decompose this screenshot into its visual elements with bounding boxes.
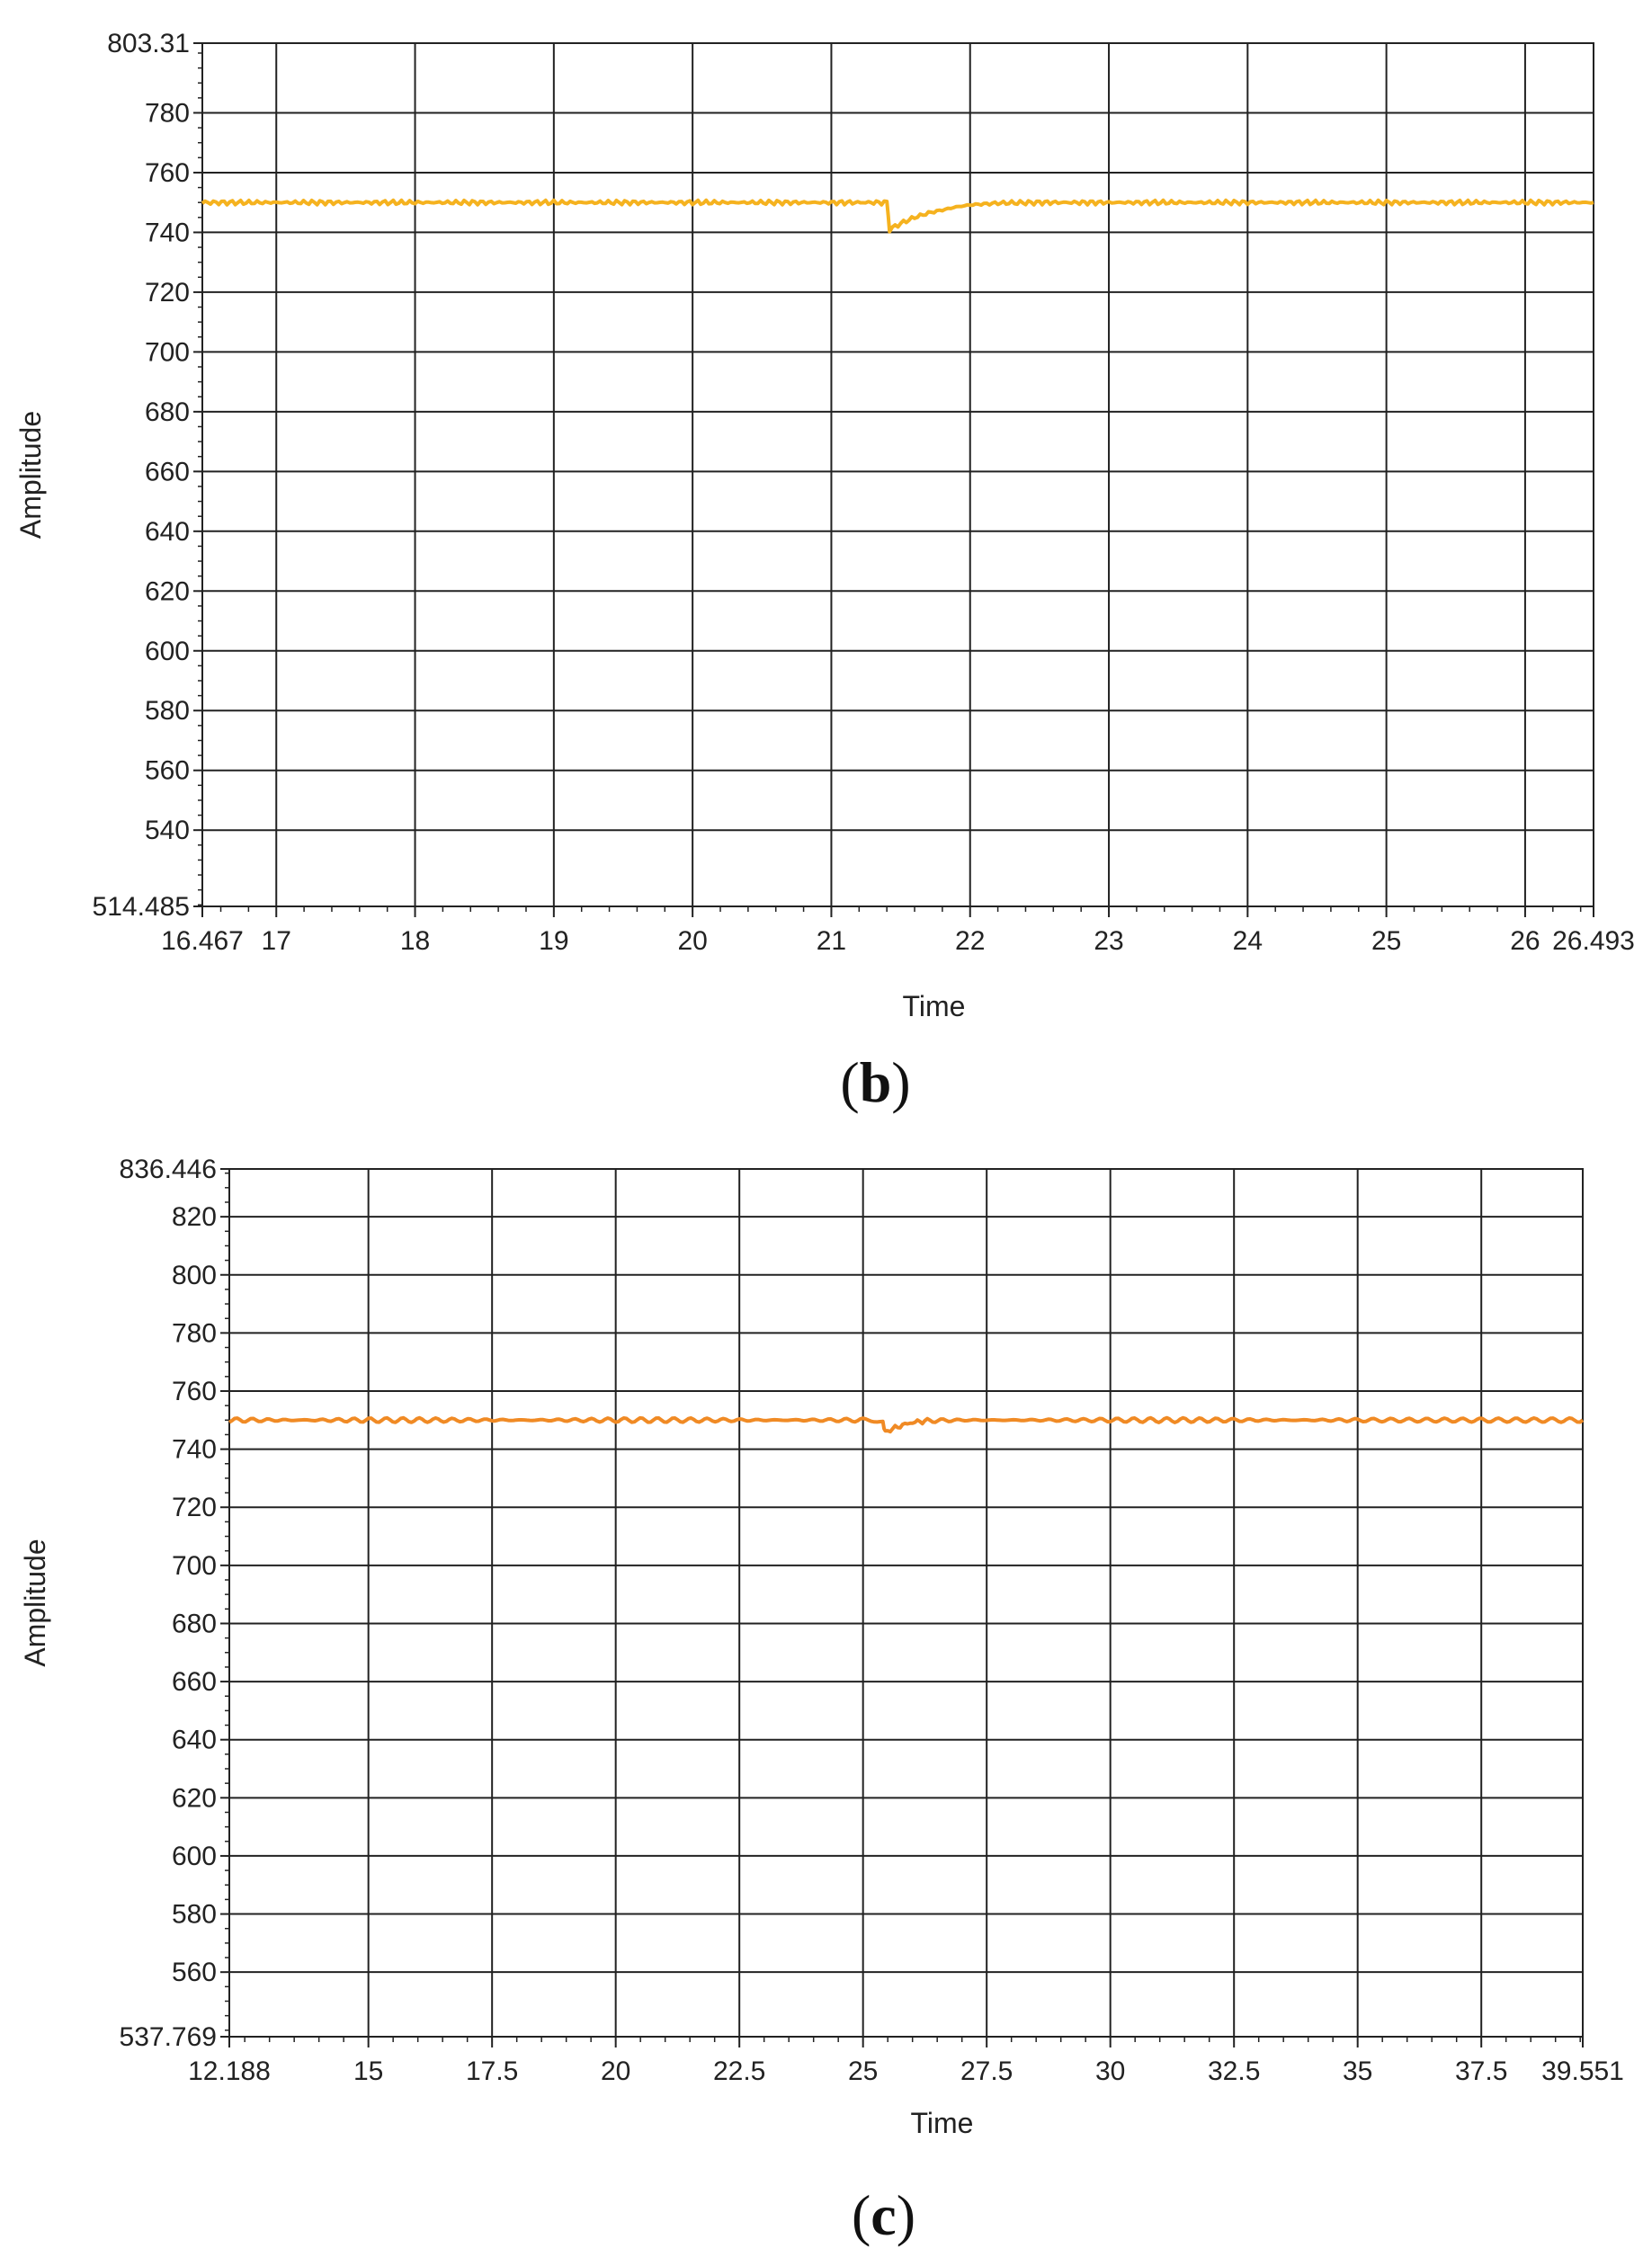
x-tick-label: 15 bbox=[353, 2056, 383, 2086]
y-tick-label: 740 bbox=[145, 218, 190, 247]
x-tick-label: 17 bbox=[262, 926, 291, 956]
x-tick-label: 23 bbox=[1094, 926, 1123, 956]
y-tick-label: 540 bbox=[145, 816, 190, 845]
x-tick-label: 17.5 bbox=[466, 2056, 518, 2086]
y-tick-label: 640 bbox=[172, 1726, 217, 1755]
x-tick-label: 25 bbox=[1371, 926, 1401, 956]
x-tick-label: 26.493 bbox=[1552, 926, 1635, 956]
x-tick-label: 35 bbox=[1343, 2056, 1372, 2086]
x-axis-label: Time bbox=[911, 2107, 974, 2139]
y-tick-label: 640 bbox=[145, 517, 190, 547]
y-tick-label: 537.769 bbox=[120, 2022, 217, 2052]
x-tick-label: 16.467 bbox=[161, 926, 244, 956]
x-tick-label: 37.5 bbox=[1455, 2056, 1507, 2086]
chart-panel-c: 537.769 560 580 600 620 640 660 680 700 720 740 760… bbox=[19, 1155, 1624, 2247]
y-axis-label: Amplitude bbox=[14, 411, 47, 539]
y-tick-label: 740 bbox=[172, 1435, 217, 1465]
y-tick-label: 803.31 bbox=[107, 29, 190, 58]
y-tick-label: 680 bbox=[145, 397, 190, 427]
y-tick-label: 720 bbox=[145, 278, 190, 308]
y-tick-label: 580 bbox=[172, 1900, 217, 1930]
y-tick-label: 720 bbox=[172, 1493, 217, 1522]
plot-area bbox=[201, 42, 1594, 907]
y-tick-label: 800 bbox=[172, 1261, 217, 1290]
panel-label: (c) bbox=[852, 2183, 915, 2247]
x-tick-label: 25 bbox=[848, 2056, 878, 2086]
x-tick-label: 20 bbox=[677, 926, 707, 956]
y-tick-label: 620 bbox=[145, 576, 190, 606]
x-tick-label: 27.5 bbox=[960, 2056, 1013, 2086]
x-tick-label: 39.551 bbox=[1541, 2056, 1624, 2086]
x-tick-label: 32.5 bbox=[1208, 2056, 1260, 2086]
y-tick-label: 700 bbox=[145, 337, 190, 367]
y-tick-label: 600 bbox=[145, 637, 190, 666]
y-tick-label: 680 bbox=[172, 1609, 217, 1638]
x-tick-label: 18 bbox=[400, 926, 430, 956]
y-tick-label: 836.446 bbox=[120, 1155, 217, 1184]
y-tick-label: 560 bbox=[145, 756, 190, 786]
x-tick-label: 22.5 bbox=[713, 2056, 765, 2086]
y-tick-label: 760 bbox=[145, 158, 190, 188]
panel-label: (b) bbox=[840, 1050, 910, 1114]
y-tick-label: 760 bbox=[172, 1377, 217, 1406]
y-tick-label: 700 bbox=[172, 1551, 217, 1581]
x-tick-label: 26 bbox=[1510, 926, 1540, 956]
x-tick-label: 21 bbox=[817, 926, 846, 956]
y-tick-label: 660 bbox=[145, 457, 190, 486]
x-tick-label: 20 bbox=[601, 2056, 630, 2086]
y-tick-label: 820 bbox=[172, 1202, 217, 1232]
series-line bbox=[228, 1415, 1585, 1434]
y-tick-label: 780 bbox=[172, 1318, 217, 1348]
y-tick-label: 580 bbox=[145, 696, 190, 726]
y-tick-label: 600 bbox=[172, 1842, 217, 1871]
y-tick-label: 660 bbox=[172, 1667, 217, 1697]
x-tick-label: 22 bbox=[955, 926, 985, 956]
y-tick-label: 560 bbox=[172, 1958, 217, 1987]
x-tick-label: 30 bbox=[1095, 2056, 1125, 2086]
y-tick-label: 780 bbox=[145, 98, 190, 128]
plot-area bbox=[228, 1168, 1584, 2038]
x-tick-label: 24 bbox=[1233, 926, 1263, 956]
x-tick-label: 19 bbox=[539, 926, 568, 956]
y-axis-label: Amplitude bbox=[19, 1539, 51, 1666]
chart-panel-b: 514.485 540 560 580 600 620 640 660 680 700 720 740… bbox=[14, 29, 1635, 1114]
x-tick-label: 12.188 bbox=[188, 2056, 271, 2086]
series-line bbox=[201, 198, 1594, 234]
y-tick-label: 620 bbox=[172, 1783, 217, 1813]
y-tick-label: 514.485 bbox=[93, 892, 190, 922]
x-axis-label: Time bbox=[903, 990, 966, 1022]
